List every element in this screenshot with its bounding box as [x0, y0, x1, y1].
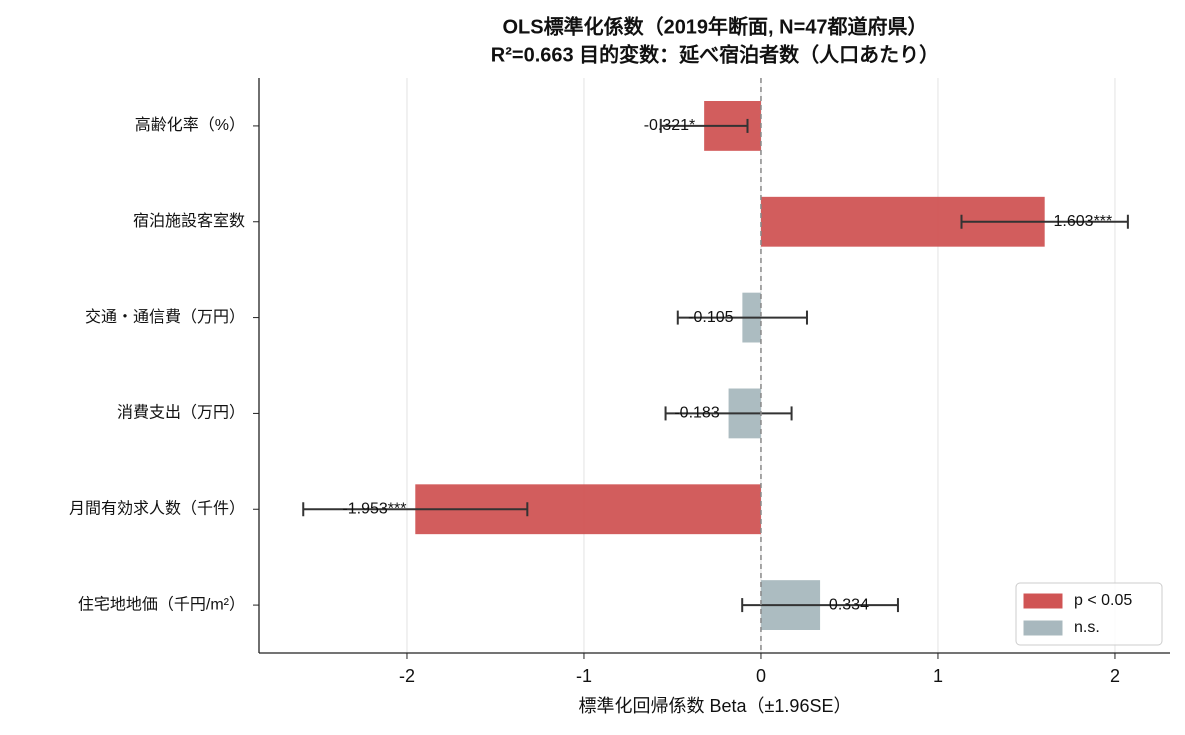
- value-label: -0.183: [674, 405, 719, 422]
- y-tick-label: 月間有効求人数（千件）: [69, 499, 245, 517]
- legend-swatch: [1023, 593, 1063, 609]
- x-tick-label: 2: [1110, 666, 1120, 686]
- y-tick-label: 消費支出（万円）: [117, 404, 245, 422]
- y-tick-label: 高齢化率（%）: [135, 116, 245, 134]
- error-bar: [664, 406, 793, 421]
- error-bar: [676, 310, 808, 325]
- x-tick-label: 0: [756, 666, 766, 686]
- y-tick-label: 宿泊施設客室数: [133, 212, 245, 230]
- y-tick-label: 交通・通信費（万円）: [85, 308, 245, 326]
- y-tick-label: 住宅地地価（千円/m²）: [78, 595, 245, 613]
- x-axis-label: 標準化回帰係数 Beta（±1.96SE）: [579, 696, 852, 716]
- value-label: 1.603***: [1054, 213, 1113, 230]
- legend-swatch: [1023, 620, 1063, 636]
- x-tick-label: -1: [576, 666, 592, 686]
- value-label: 0.334: [829, 596, 869, 613]
- value-label: -0.105: [688, 309, 733, 326]
- chart-title: OLS標準化係数（2019年断面, N=47都道府県）: [502, 14, 927, 38]
- value-label: -1.953***: [342, 500, 406, 517]
- chart-title: R²=0.663 目的変数：延べ宿泊者数（人口あたり）: [491, 42, 939, 66]
- legend-label: n.s.: [1074, 619, 1100, 636]
- value-label: -0.321*: [644, 117, 696, 134]
- error-bar: [741, 598, 899, 613]
- x-tick-label: -2: [399, 666, 415, 686]
- legend-label: p < 0.05: [1074, 592, 1132, 609]
- x-tick-label: 1: [933, 666, 943, 686]
- error-bar: [302, 502, 529, 517]
- error-bar: [659, 118, 749, 133]
- error-bar: [960, 214, 1129, 229]
